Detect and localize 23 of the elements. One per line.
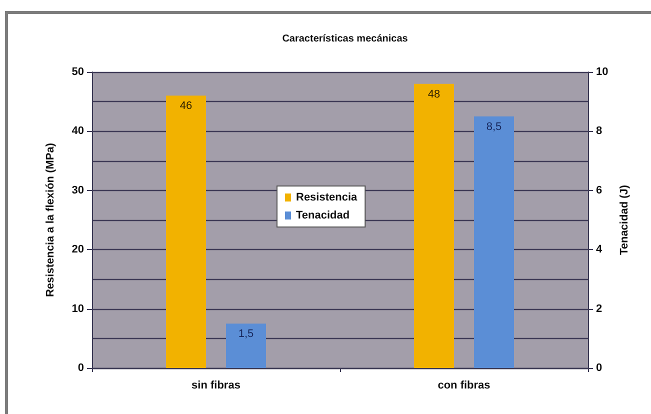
legend-label: Tenacidad	[296, 210, 350, 222]
x-tick-label: sin fibras	[192, 380, 240, 392]
y-tick-label: 30	[72, 184, 84, 196]
y-tick-label: 10	[72, 302, 84, 315]
y2-axis-title: Tenacidad (J)	[618, 184, 631, 256]
y2-tick-label: 4	[596, 244, 603, 256]
y-tick-label: 40	[72, 125, 84, 138]
y2-tick-label: 6	[596, 184, 602, 196]
y-tick-label: 0	[78, 362, 84, 374]
y2-tick-label: 2	[596, 302, 602, 315]
y2-tick-label: 8	[596, 125, 602, 138]
y-axis-title: Resistencia a la flexión (MPa)	[44, 142, 56, 298]
y2-tick-label: 10	[596, 66, 608, 78]
data-label: 8,5	[486, 120, 502, 133]
y-tick-label: 50	[72, 66, 84, 78]
data-label: 1,5	[238, 328, 254, 340]
y-tick-label: 20	[72, 244, 84, 256]
chart-title: Características mecánicas	[282, 34, 408, 44]
x-tick-label: con fibras	[438, 380, 490, 392]
data-label: 48	[428, 88, 440, 100]
data-label: 46	[180, 100, 192, 112]
legend-label: Resistencia	[296, 192, 358, 204]
y2-tick-label: 0	[596, 362, 602, 374]
